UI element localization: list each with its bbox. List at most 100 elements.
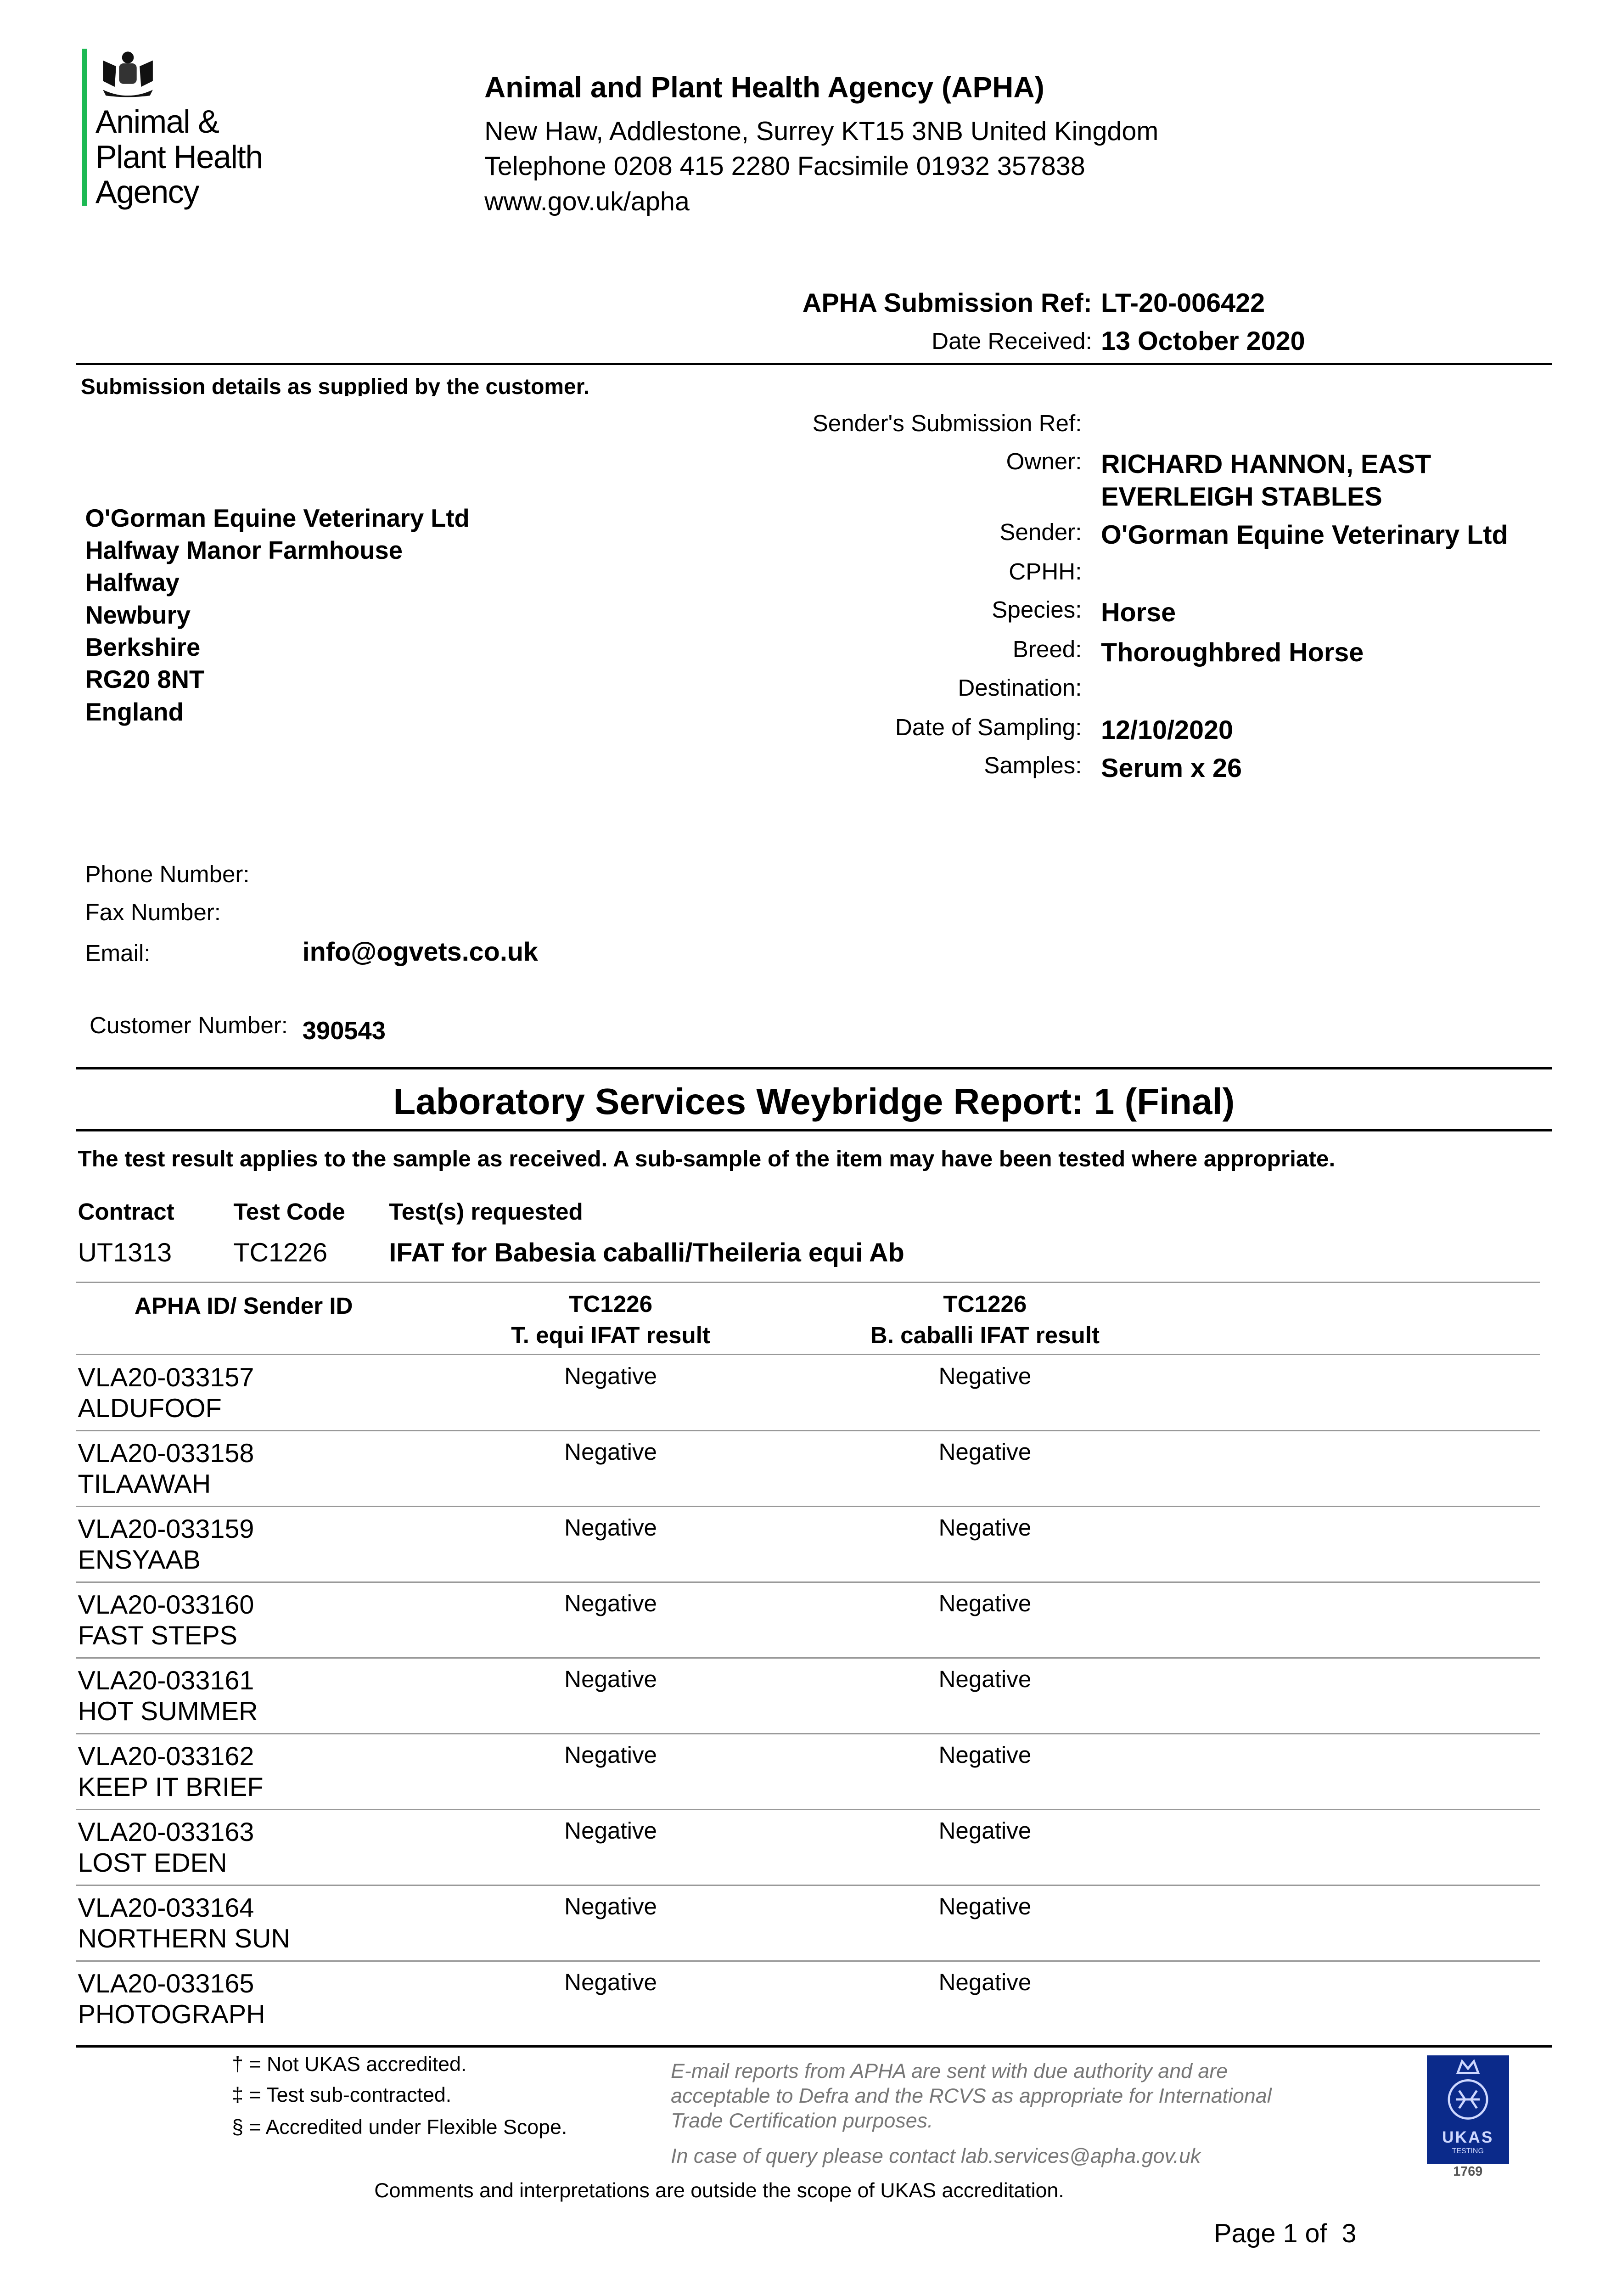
breed-label: Breed:: [1012, 636, 1082, 663]
sender-value: O'Gorman Equine Veterinary Ltd: [1100, 520, 1508, 550]
divider: [76, 1430, 1540, 1432]
submission-ref: LT-20-006422: [1100, 288, 1265, 318]
col-header-tequi-code: TC1226: [569, 1291, 653, 1317]
divider: [76, 1581, 1540, 1583]
customer-number: 390543: [302, 1016, 386, 1045]
bcaballi-result: Negative: [938, 1893, 1032, 1919]
page-number: Page 1 of 3: [1214, 2219, 1357, 2249]
col-header-bcaballi-code: TC1226: [943, 1291, 1027, 1317]
report-title: Laboratory Services Weybridge Report: 1 …: [393, 1081, 1235, 1122]
ukas-number: 1769: [1453, 2164, 1483, 2179]
bcaballi-result: Negative: [938, 1969, 1032, 1995]
submission-ref-label: APHA Submission Ref:: [802, 288, 1092, 318]
owner-value-2: EVERLEIGH STABLES: [1100, 482, 1382, 512]
owner-label: Owner:: [1006, 448, 1082, 475]
query-note: In case of query please contact lab.serv…: [671, 2144, 1201, 2168]
sample-id: VLA20-033161: [78, 1666, 254, 1696]
agency-name: Animal and Plant Health Agency (APHA): [484, 71, 1044, 104]
sample-id: VLA20-033157: [78, 1363, 254, 1393]
tequi-result: Negative: [564, 1741, 657, 1768]
sender-id: NORTHERN SUN: [78, 1924, 290, 1954]
bcaballi-result: Negative: [938, 1817, 1032, 1844]
samples-label: Samples:: [984, 752, 1082, 779]
divider: [76, 1282, 1540, 1283]
ukas-text: UKAS: [1442, 2128, 1494, 2147]
agency-website[interactable]: www.gov.uk/apha: [484, 187, 690, 217]
bcaballi-result: Negative: [938, 1590, 1032, 1617]
report-disclaimer: The test result applies to the sample as…: [78, 1145, 1336, 1171]
sample-id: VLA20-033159: [78, 1514, 254, 1544]
address-line: Halfway: [85, 568, 180, 597]
sample-id: VLA20-033165: [78, 1969, 254, 1998]
bcaballi-result: Negative: [938, 1514, 1032, 1541]
legend-flexible-scope: § = Accredited under Flexible Scope.: [232, 2116, 567, 2139]
divider: [76, 362, 1552, 365]
sender-id: FAST STEPS: [78, 1621, 237, 1651]
sender-id: PHOTOGRAPH: [78, 2000, 265, 2030]
contract-header: Contract: [78, 1198, 174, 1225]
logo-text-3: Agency: [95, 174, 200, 210]
phone-label: Phone Number:: [85, 861, 250, 887]
sampling-date-label: Date of Sampling:: [895, 714, 1082, 740]
sender-id: ENSYAAB: [78, 1545, 201, 1575]
ukas-sub: TESTING: [1452, 2147, 1484, 2155]
bcaballi-result: Negative: [938, 1741, 1032, 1768]
samples-value: Serum x 26: [1100, 754, 1242, 783]
tequi-result: Negative: [564, 1666, 657, 1693]
bcaballi-result: Negative: [938, 1363, 1032, 1390]
sender-id: HOT SUMMER: [78, 1697, 258, 1727]
tequi-result: Negative: [564, 1363, 657, 1390]
bcaballi-result: Negative: [938, 1439, 1032, 1465]
address-line: Newbury: [85, 601, 191, 629]
tests-requested-header: Test(s) requested: [389, 1198, 583, 1225]
sample-id: VLA20-033160: [78, 1590, 254, 1620]
sampling-date-value: 12/10/2020: [1100, 715, 1233, 745]
divider: [76, 1733, 1540, 1735]
address-line: Halfway Manor Farmhouse: [85, 536, 403, 564]
logo-text-2: Plant Health: [95, 138, 264, 175]
legend-subcontracted: ‡ = Test sub-contracted.: [232, 2083, 452, 2106]
sender-label: Sender:: [999, 518, 1082, 545]
fax-label: Fax Number:: [85, 899, 221, 925]
address-line: O'Gorman Equine Veterinary Ltd: [85, 504, 470, 532]
email-value[interactable]: info@ogvets.co.uk: [302, 937, 538, 967]
bcaballi-result: Negative: [938, 1666, 1032, 1693]
sample-id: VLA20-033163: [78, 1817, 254, 1847]
senders-ref-label: Sender's Submission Ref:: [812, 410, 1082, 437]
col-header-bcaballi: B. caballi IFAT result: [870, 1322, 1100, 1348]
sender-id: TILAAWAH: [78, 1469, 211, 1499]
date-received: 13 October 2020: [1100, 326, 1305, 356]
tequi-result: Negative: [564, 1893, 657, 1919]
divider: [76, 1129, 1552, 1131]
agency-phone-fax: Telephone 0208 415 2280 Facsimile 01932 …: [484, 152, 1085, 181]
details-heading: Submission details as supplied by the cu…: [80, 375, 590, 397]
divider: [76, 1067, 1552, 1070]
logo-text-1: Animal &: [95, 103, 219, 140]
species-value: Horse: [1100, 598, 1176, 628]
owner-value-1: RICHARD HANNON, EAST: [1100, 450, 1431, 479]
divider: [76, 2045, 1552, 2048]
test-code-value: TC1226: [233, 1238, 328, 1268]
ukas-comments: Comments and interpretations are outside…: [374, 2178, 1064, 2202]
divider: [76, 1885, 1540, 1886]
address-line: RG20 8NT: [85, 665, 205, 694]
tequi-result: Negative: [564, 1590, 657, 1617]
tequi-result: Negative: [564, 1439, 657, 1465]
address-line: England: [85, 698, 184, 726]
test-code-header: Test Code: [233, 1198, 345, 1225]
breed-value: Thoroughbred Horse: [1100, 637, 1364, 667]
email-label: Email:: [85, 940, 151, 967]
tequi-result: Negative: [564, 1817, 657, 1844]
contract-value: UT1313: [78, 1238, 172, 1268]
divider: [76, 1353, 1540, 1355]
sender-id: LOST EDEN: [78, 1848, 227, 1878]
address-line: Berkshire: [85, 633, 201, 662]
sample-id: VLA20-033158: [78, 1439, 254, 1469]
divider: [76, 1809, 1540, 1811]
destination-label: Destination:: [958, 674, 1082, 701]
col-header-id: APHA ID/ Sender ID: [134, 1292, 353, 1319]
ukas-crown-circle-icon: [1448, 2059, 1488, 2120]
royal-crest-icon: [102, 51, 153, 97]
agency-address: New Haw, Addlestone, Surrey KT15 3NB Uni…: [484, 116, 1159, 146]
logo-accent-bar: [82, 48, 87, 206]
